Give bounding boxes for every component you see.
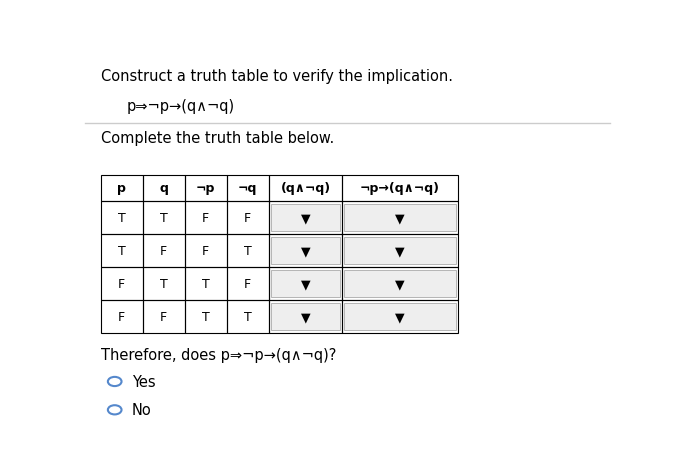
Text: F: F [244, 212, 252, 224]
Bar [344, 237, 456, 265]
Bar [142, 300, 184, 333]
Bar [268, 202, 342, 235]
Bar [226, 175, 268, 202]
Bar [268, 175, 342, 202]
Text: T: T [160, 212, 167, 224]
Text: T: T [244, 245, 252, 257]
Text: ¬p: ¬p [196, 182, 216, 195]
Bar [184, 268, 226, 300]
Bar [342, 300, 458, 333]
Text: F: F [202, 212, 210, 224]
Text: Yes: Yes [132, 374, 156, 389]
Bar [271, 270, 340, 297]
Text: ▼: ▼ [395, 212, 405, 224]
Bar [100, 235, 142, 268]
Bar [344, 205, 456, 232]
Text: F: F [202, 245, 210, 257]
Bar [226, 268, 268, 300]
Text: (q∧¬q): (q∧¬q) [281, 182, 330, 195]
Text: F: F [118, 310, 125, 323]
Text: T: T [118, 212, 125, 224]
Bar [271, 237, 340, 265]
Text: ¬q: ¬q [238, 182, 258, 195]
Text: ▼: ▼ [300, 310, 311, 323]
Text: T: T [202, 310, 210, 323]
Bar [100, 268, 142, 300]
Bar [268, 235, 342, 268]
Bar [342, 175, 458, 202]
Text: F: F [160, 310, 167, 323]
Bar [271, 303, 340, 330]
Text: Construct a truth table to verify the implication.: Construct a truth table to verify the im… [100, 69, 452, 84]
Bar [142, 268, 184, 300]
Bar [100, 175, 142, 202]
Text: ▼: ▼ [300, 212, 311, 224]
Bar [184, 235, 226, 268]
Bar [184, 300, 226, 333]
Bar [142, 175, 184, 202]
Text: Therefore, does p⇒¬p→(q∧¬q)?: Therefore, does p⇒¬p→(q∧¬q)? [100, 347, 336, 362]
Text: p⇒¬p→(q∧¬q): p⇒¬p→(q∧¬q) [127, 99, 235, 114]
Text: T: T [202, 277, 210, 291]
Text: Complete the truth table below.: Complete the truth table below. [100, 131, 334, 146]
Bar [344, 270, 456, 297]
Text: F: F [244, 277, 252, 291]
Text: F: F [160, 245, 167, 257]
Text: ▼: ▼ [395, 245, 405, 257]
Text: ▼: ▼ [300, 277, 311, 291]
Text: No: No [132, 403, 152, 417]
Text: q: q [159, 182, 168, 195]
Bar [184, 202, 226, 235]
Bar [100, 300, 142, 333]
Text: ▼: ▼ [395, 277, 405, 291]
Bar [342, 235, 458, 268]
Text: p: p [117, 182, 126, 195]
Bar [268, 268, 342, 300]
Text: ¬p→(q∧¬q): ¬p→(q∧¬q) [360, 182, 440, 195]
Text: T: T [244, 310, 252, 323]
Bar [342, 268, 458, 300]
Bar [226, 300, 268, 333]
Bar [268, 300, 342, 333]
Bar [184, 175, 226, 202]
Text: T: T [118, 245, 125, 257]
Text: F: F [118, 277, 125, 291]
Bar [226, 202, 268, 235]
Text: ▼: ▼ [300, 245, 311, 257]
Bar [271, 205, 340, 232]
Bar [100, 202, 142, 235]
Bar [344, 303, 456, 330]
Bar [142, 202, 184, 235]
Bar [142, 235, 184, 268]
Bar [342, 202, 458, 235]
Bar [226, 235, 268, 268]
Text: ▼: ▼ [395, 310, 405, 323]
Text: T: T [160, 277, 167, 291]
